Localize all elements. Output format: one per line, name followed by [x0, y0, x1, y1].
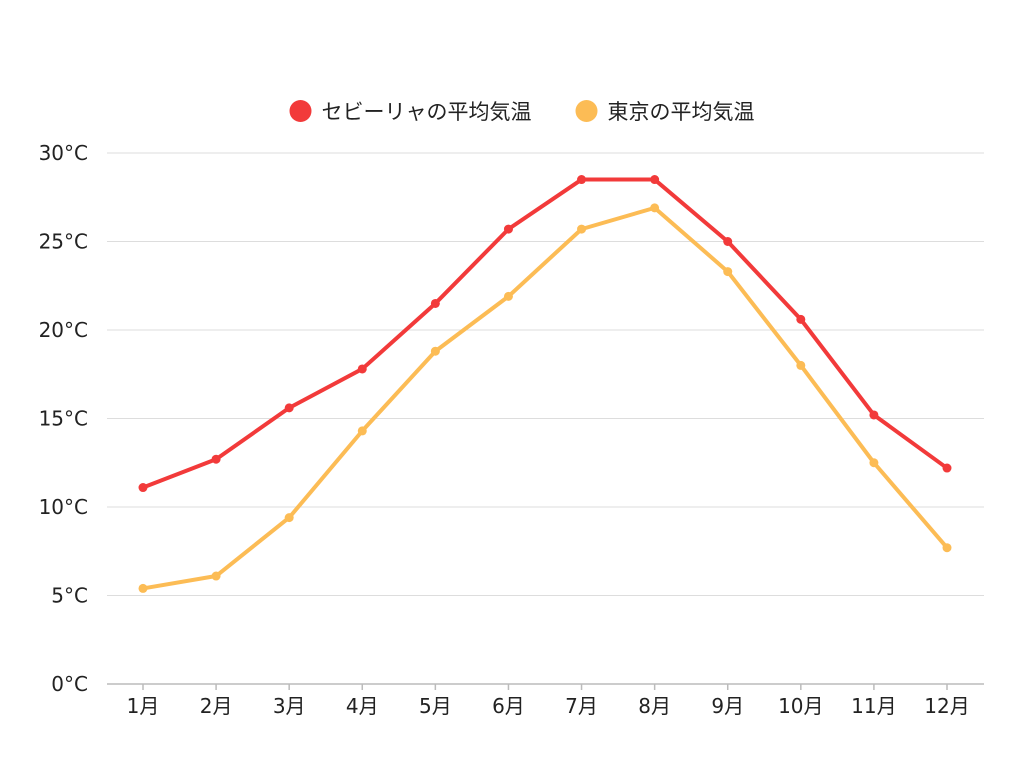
- legend-label: セビーリャの平均気温: [322, 100, 532, 124]
- data-point: [723, 267, 733, 277]
- y-tick-label: 20°C: [39, 318, 88, 342]
- data-point: [503, 291, 513, 301]
- grid-lines: [107, 152, 984, 596]
- data-point: [284, 403, 294, 413]
- legend: セビーリャの平均気温 東京の平均気温: [289, 100, 755, 124]
- y-tick-label: 5°C: [51, 584, 88, 608]
- data-point: [284, 513, 294, 523]
- y-tick-label: 25°C: [39, 230, 88, 254]
- legend-marker: [575, 100, 598, 122]
- x-tick-label: 12月: [924, 694, 969, 718]
- data-point: [211, 454, 221, 464]
- x-tick-label: 3月: [273, 694, 306, 718]
- data-point: [430, 298, 440, 308]
- x-tick-label: 7月: [565, 694, 598, 718]
- x-tick-label: 4月: [346, 694, 379, 718]
- data-point: [357, 364, 367, 374]
- legend-label: 東京の平均気温: [608, 100, 755, 124]
- data-point: [723, 237, 733, 246]
- data-point: [796, 360, 806, 370]
- data-point: [796, 314, 806, 324]
- x-tick-label: 1月: [127, 694, 160, 718]
- x-tick-label: 10月: [778, 694, 823, 718]
- data-point: [942, 463, 952, 473]
- y-tick-label: 10°C: [39, 495, 88, 519]
- x-tick-label: 6月: [492, 694, 525, 718]
- series-1: [138, 203, 952, 593]
- series-lines: [138, 175, 952, 593]
- x-tick-label: 8月: [638, 694, 671, 718]
- data-point: [650, 175, 660, 185]
- legend-marker: [289, 100, 312, 122]
- x-tick-label: 5月: [419, 694, 452, 718]
- data-point: [430, 346, 440, 356]
- series-line: [141, 177, 949, 490]
- data-point: [211, 571, 221, 581]
- data-point: [503, 224, 513, 234]
- data-point: [577, 175, 587, 185]
- axes: 0°C 5°C 10°C 15°C 20°C 25°C 30°C 1月 2月 3月 4月 5月 6月 7月…: [39, 141, 984, 718]
- series-line: [141, 205, 949, 591]
- data-point: [138, 583, 148, 593]
- legend-item-1: 東京の平均気温: [575, 100, 755, 124]
- data-point: [869, 458, 879, 468]
- legend-item-0: セビーリャの平均気温: [289, 100, 532, 124]
- data-point: [577, 224, 587, 234]
- data-point: [357, 426, 367, 436]
- y-tick-label: 30°C: [39, 141, 88, 165]
- x-tick-label: 2月: [200, 694, 233, 718]
- y-tick-label: 15°C: [39, 407, 88, 431]
- data-point: [138, 483, 148, 493]
- data-point: [650, 203, 660, 213]
- data-point: [942, 543, 952, 553]
- x-tick-label: 9月: [711, 694, 744, 718]
- series-0: [138, 175, 952, 493]
- x-tick-label: 11月: [851, 694, 896, 718]
- data-point: [869, 410, 879, 420]
- y-tick-label: 0°C: [51, 672, 88, 696]
